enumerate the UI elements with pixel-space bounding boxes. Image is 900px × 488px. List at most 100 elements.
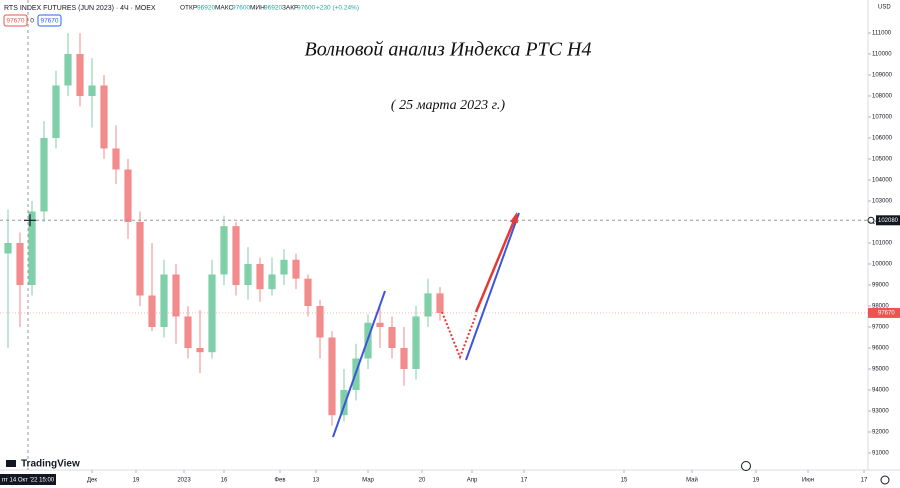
ohlc-value: 97600 — [297, 5, 315, 12]
bid: 97670 — [6, 18, 24, 25]
candle-body — [256, 263, 264, 290]
crosshair-price: 102080 — [878, 218, 899, 224]
candle-body — [304, 278, 312, 306]
ohlc-value: 96920 — [264, 5, 282, 12]
y-tick-label: 100000 — [872, 262, 893, 268]
x-tick-label: 16 — [221, 478, 228, 484]
y-tick-label: 92000 — [872, 430, 889, 436]
x-tick-label: 17 — [521, 478, 528, 484]
arrow-head — [510, 212, 518, 223]
y-tick-label: 111000 — [872, 31, 892, 37]
candle-body — [424, 293, 432, 317]
ohlc-label: МИН — [250, 5, 265, 12]
candle-body — [28, 211, 36, 285]
ohlc-value: 96920 — [197, 5, 215, 12]
candle-body — [100, 85, 108, 149]
x-tick-label: 19 — [753, 478, 760, 484]
symbol: RTS INDEX FUTURES (JUN 2023) · 4Ч · MOEX — [4, 5, 156, 12]
candle-body — [436, 293, 444, 313]
change: +230 (+0.24%) — [316, 5, 359, 12]
ask-box[interactable] — [37, 14, 62, 27]
candle-body — [52, 85, 60, 138]
cursor-date: пт 14 Окт '22 15:00 — [2, 478, 55, 484]
candle-body — [112, 148, 120, 170]
candle-body — [88, 85, 96, 96]
candle-body — [160, 274, 168, 327]
brand: TradingView — [21, 459, 80, 470]
y-tick-label: 93000 — [872, 409, 889, 415]
candle-body — [232, 226, 240, 285]
y-tick-label: 95000 — [872, 367, 889, 373]
x-tick-label: Май — [686, 477, 698, 484]
candle-body — [172, 274, 180, 317]
candle-body — [220, 226, 228, 275]
y-tick-label: 101000 — [872, 241, 893, 247]
candle-body — [40, 137, 48, 212]
ohlc-label: ЗАКР — [282, 5, 298, 12]
y-tick-label: 106000 — [872, 136, 893, 142]
goto-button[interactable] — [741, 461, 751, 471]
last-price: 97670 — [878, 310, 895, 316]
x-tick-label: 17 — [861, 478, 868, 484]
y-tick-label: 97000 — [872, 325, 889, 331]
x-tick-label: Фев — [274, 478, 285, 484]
axis-unit: USD — [878, 5, 891, 11]
y-tick-label: 91000 — [872, 451, 889, 457]
candle-body — [16, 242, 24, 285]
forecast-arrow — [474, 215, 518, 313]
logo-mark — [6, 460, 16, 467]
bid-box[interactable] — [3, 14, 28, 27]
candle-body — [388, 326, 396, 348]
plot — [0, 0, 868, 470]
x-tick-label: Мар — [362, 478, 374, 484]
cursor-date-box — [0, 474, 56, 485]
ohlc-label: МАКС — [215, 5, 233, 12]
chart-title: Волновой анализ Индекса РТС H4 — [305, 39, 592, 61]
crosshair-box — [876, 215, 900, 226]
spread: 0 — [30, 18, 34, 25]
candle-body — [268, 274, 276, 290]
candle-body — [412, 316, 420, 369]
candle-body — [208, 274, 216, 353]
y-tick-label: 109000 — [872, 73, 893, 79]
ask: 97670 — [40, 18, 58, 25]
settings-button[interactable] — [880, 475, 890, 485]
candle-body — [244, 263, 252, 285]
x-tick-label: 2023 — [177, 478, 191, 484]
crosshair-add — [867, 216, 875, 224]
candle-body — [184, 316, 192, 348]
x-tick-label: 19 — [133, 478, 140, 484]
y-tick-label: 105000 — [872, 157, 893, 163]
candle-body — [340, 389, 348, 416]
y-tick-label: 103000 — [872, 199, 893, 205]
candle-body — [196, 347, 204, 353]
candle-body — [148, 295, 156, 327]
candle-body — [292, 259, 300, 279]
candle-body — [328, 337, 336, 416]
forecast-dotted — [441, 311, 477, 360]
candle-body — [280, 259, 288, 275]
x-tick-label: 13 — [313, 478, 320, 484]
candle-body — [124, 169, 132, 222]
y-tick-label: 110000 — [872, 52, 892, 58]
candle-body — [376, 322, 384, 327]
last-price-box — [868, 307, 900, 318]
x-tick-label: Июн — [802, 478, 814, 484]
cursor — [24, 214, 36, 227]
y-tick-label: 94000 — [872, 388, 889, 394]
y-tick-label: 104000 — [872, 178, 893, 184]
x-tick-label: 15 — [621, 478, 628, 484]
x-tick-label: Апр — [467, 478, 478, 484]
y-tick-label: 96000 — [872, 346, 889, 352]
candle-body — [136, 221, 144, 296]
x-tick-label: 20 — [419, 478, 426, 484]
candle-body — [64, 53, 72, 86]
y-tick-label: 107000 — [872, 115, 893, 121]
candle-body — [76, 53, 84, 96]
candle-body — [4, 242, 12, 254]
trend-line — [465, 212, 520, 361]
ohlc-label: ОТКР — [180, 5, 197, 12]
y-tick-label: 98000 — [872, 304, 889, 310]
